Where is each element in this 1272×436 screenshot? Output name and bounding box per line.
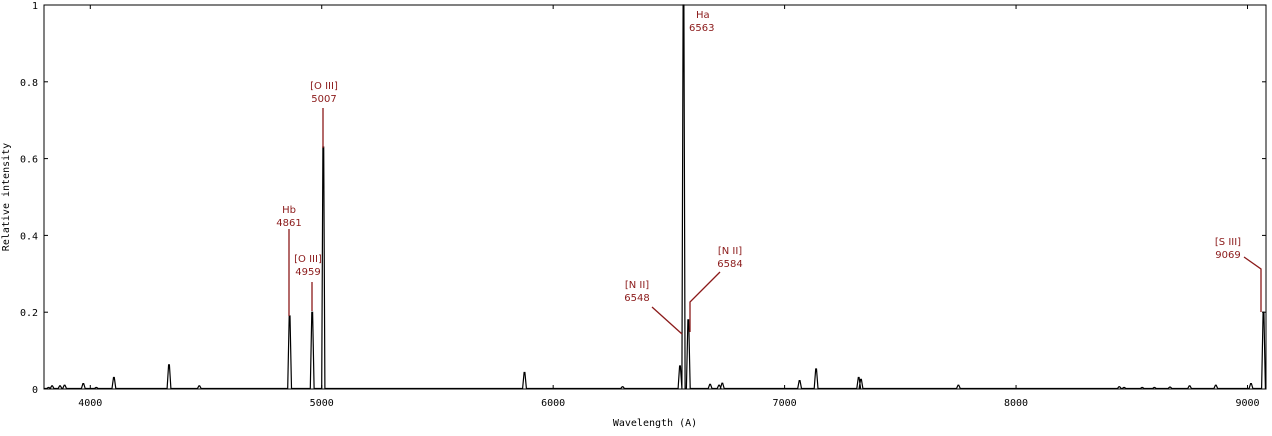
annotation-hb: Hb 4861 <box>276 205 302 316</box>
annotation-label: [N II] <box>718 246 742 257</box>
annotation-layer: Hb 4861 [O III] 4959 [O III] 5007 [N II] 6548 Ha… <box>276 10 1262 335</box>
annotation-n-ii-6548: [N II] 6548 <box>624 280 683 335</box>
y-axis-label: Relative intensity <box>1 143 12 251</box>
annotation-wavelength: 9069 <box>1215 250 1240 261</box>
y-axis: 0 0.2 0.4 0.6 0.8 1 <box>20 1 1266 396</box>
x-tick-label: 7000 <box>773 398 797 409</box>
y-tick-label: 0 <box>32 385 38 396</box>
annotation-leader-line <box>689 271 721 332</box>
annotation-ha: Ha 6563 <box>689 10 714 34</box>
annotation-wavelength: 6563 <box>689 23 714 34</box>
annotation-label: [O III] <box>294 254 322 265</box>
annotation-wavelength: 6584 <box>717 259 742 270</box>
y-tick-label: 0.4 <box>20 231 38 242</box>
x-axis-label: Wavelength (A) <box>613 418 697 429</box>
annotation-n-ii-6584: [N II] 6584 <box>689 246 743 332</box>
annotation-label: [S III] <box>1215 237 1241 248</box>
annotation-label: [N II] <box>625 280 649 291</box>
annotation-wavelength: 4861 <box>276 218 301 229</box>
annotation-wavelength: 6548 <box>624 293 649 304</box>
y-tick-label: 0.8 <box>20 78 38 89</box>
x-tick-label: 4000 <box>78 398 102 409</box>
y-tick-label: 0.6 <box>20 155 38 166</box>
annotation-o-iii-5007: [O III] 5007 <box>310 81 338 148</box>
y-tick-label: 1 <box>32 1 38 12</box>
annotation-wavelength: 4959 <box>295 267 320 278</box>
annotation-o-iii-4959: [O III] 4959 <box>294 254 322 311</box>
x-tick-label: 8000 <box>1004 398 1028 409</box>
annotation-leader-line <box>651 306 683 335</box>
annotation-leader-line <box>1243 256 1262 312</box>
plot-frame <box>43 4 1267 390</box>
annotation-wavelength: 5007 <box>311 94 336 105</box>
x-tick-label: 9000 <box>1235 398 1259 409</box>
annotation-label: Ha <box>696 10 710 21</box>
x-axis: 4000 5000 6000 7000 8000 9000 <box>78 5 1260 409</box>
x-tick-label: 6000 <box>541 398 565 409</box>
annotation-s-iii-9069: [S III] 9069 <box>1215 237 1262 312</box>
x-tick-label: 5000 <box>310 398 334 409</box>
annotation-label: Hb <box>282 205 296 216</box>
annotation-label: [O III] <box>310 81 338 92</box>
y-tick-label: 0.2 <box>20 308 38 319</box>
spectrum-line <box>44 4 1266 390</box>
spectrum-layer <box>44 4 1266 390</box>
